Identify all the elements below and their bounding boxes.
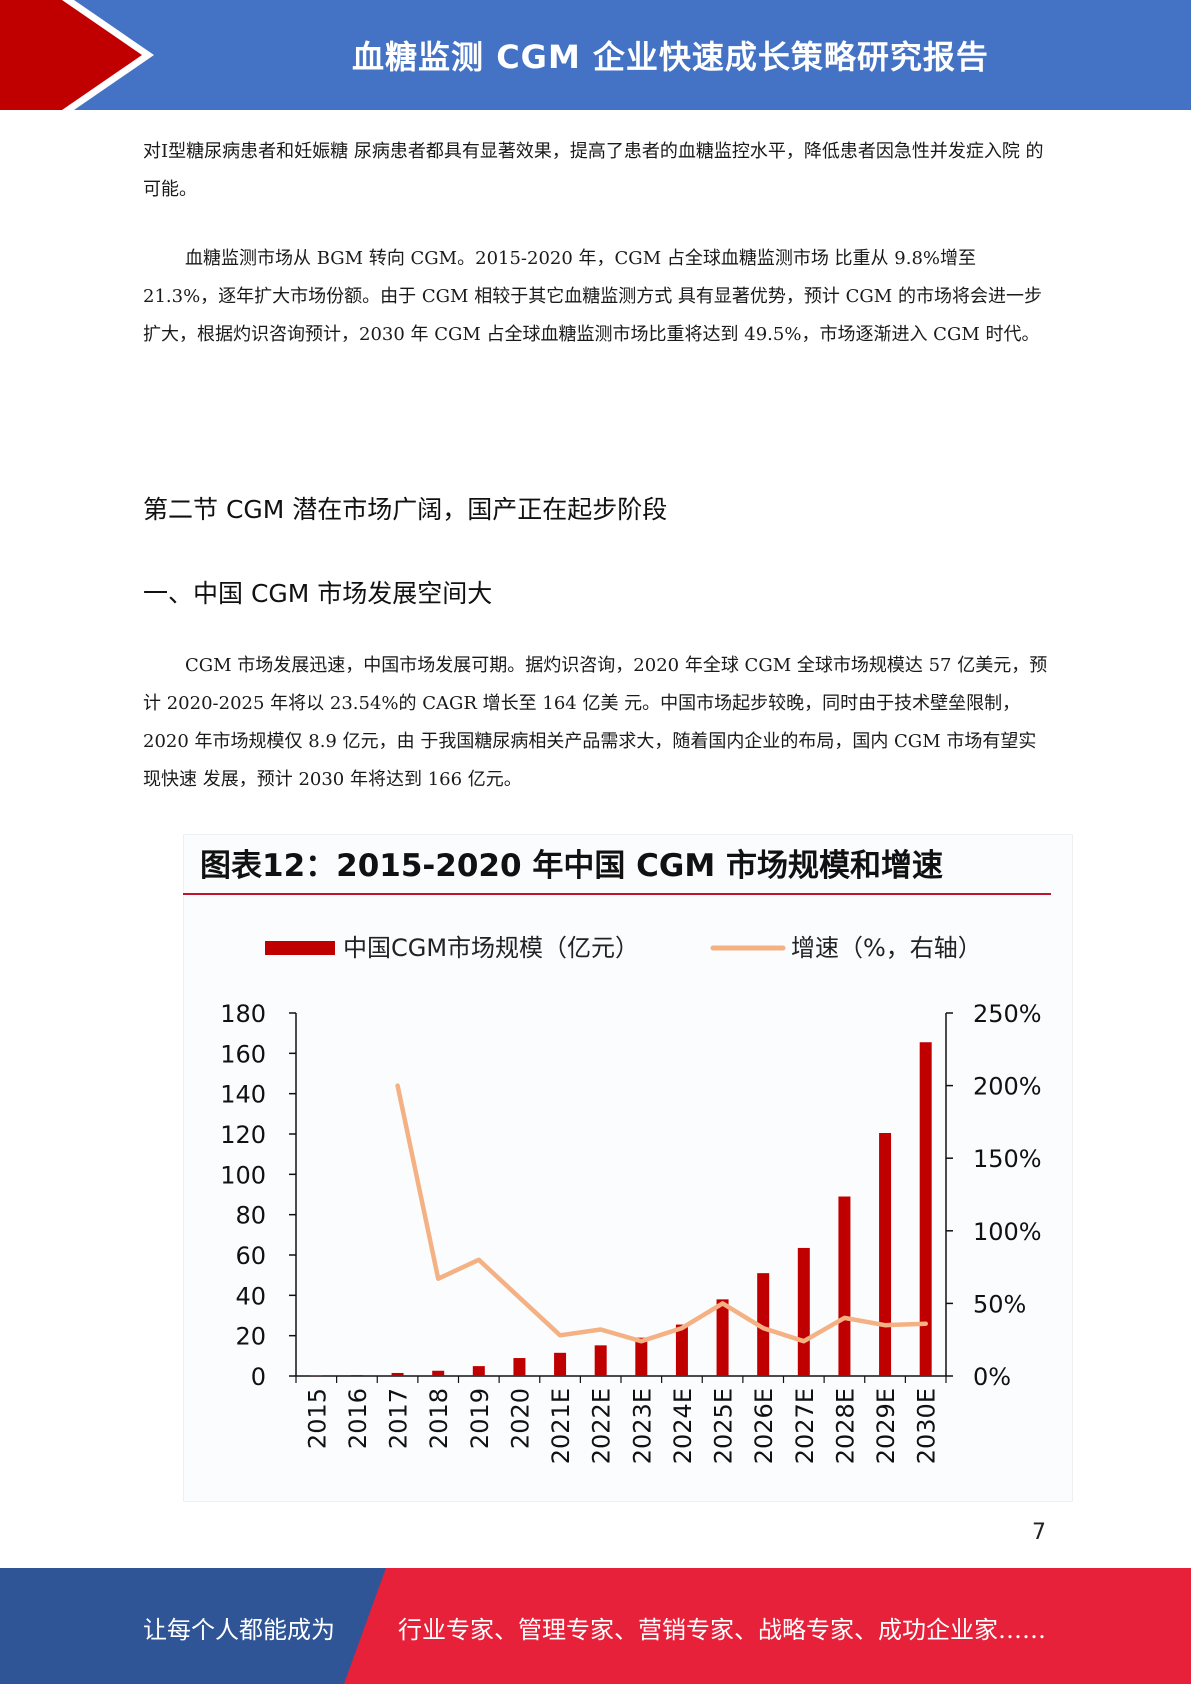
paragraph-2: 血糖监测市场从 BGM 转向 CGM。2015-2020 年，CGM 占全球血糖…: [143, 248, 1042, 345]
paragraph-3: CGM 市场发展迅速，中国市场发展可期。据灼识咨询，2020 年全球 CGM 全…: [143, 655, 1048, 790]
chart-title: 图表12：2015-2020 年中国 CGM 市场规模和增速: [200, 848, 943, 884]
chart-title-divider: [183, 893, 1051, 895]
page-number: 7: [1032, 1520, 1046, 1545]
chart-container: [183, 834, 1073, 1502]
report-title: 血糖监测 CGM 企业快速成长策略研究报告: [352, 38, 989, 76]
footer-slogan-left: 让每个人都能成为: [143, 1616, 335, 1644]
section-heading: 第二节 CGM 潜在市场广阔，国产正在起步阶段: [143, 495, 668, 524]
subsection-heading: 一、中国 CGM 市场发展空间大: [143, 579, 493, 608]
paragraph-1: 对Ⅰ型糖尿病患者和妊娠糖 尿病患者都具有显著效果，提高了患者的血糖监控水平，降低…: [143, 141, 1044, 200]
footer-bar: [0, 1568, 1191, 1684]
header-bar: 血糖监测 CGM 企业快速成长策略研究报告: [0, 0, 1191, 110]
footer-slogan-right: 行业专家、管理专家、营销专家、战略专家、成功企业家……: [398, 1616, 1046, 1644]
header-arrow-icon: [0, 0, 154, 110]
